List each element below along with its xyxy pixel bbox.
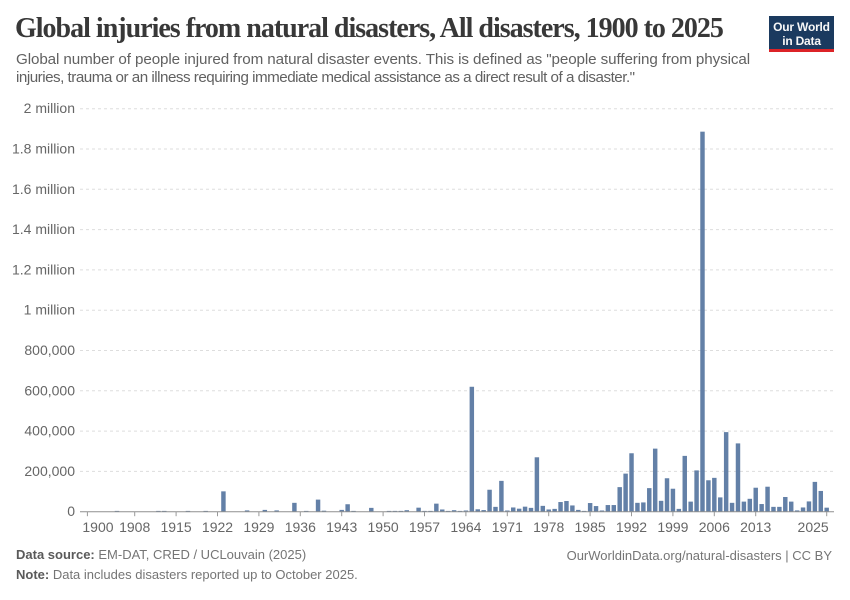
svg-text:1964: 1964	[450, 519, 481, 535]
svg-text:1.8 million: 1.8 million	[12, 141, 75, 157]
svg-text:1.2 million: 1.2 million	[12, 261, 75, 277]
svg-text:1950: 1950	[368, 519, 399, 535]
svg-text:2025: 2025	[798, 519, 829, 535]
svg-text:1 million: 1 million	[24, 302, 75, 318]
svg-text:1915: 1915	[161, 519, 192, 535]
svg-text:1929: 1929	[243, 519, 274, 535]
svg-text:1900: 1900	[82, 519, 113, 535]
svg-text:1.4 million: 1.4 million	[12, 221, 75, 237]
svg-text:200,000: 200,000	[24, 463, 75, 479]
svg-text:400,000: 400,000	[24, 423, 75, 439]
svg-text:1.6 million: 1.6 million	[12, 181, 75, 197]
svg-text:1922: 1922	[202, 519, 233, 535]
svg-text:2006: 2006	[699, 519, 730, 535]
svg-text:1957: 1957	[409, 519, 440, 535]
svg-text:1985: 1985	[575, 519, 606, 535]
svg-text:1908: 1908	[119, 519, 150, 535]
svg-text:1999: 1999	[657, 519, 688, 535]
svg-text:2 million: 2 million	[24, 100, 75, 116]
svg-text:1992: 1992	[616, 519, 647, 535]
svg-text:1978: 1978	[533, 519, 564, 535]
svg-text:600,000: 600,000	[24, 382, 75, 398]
svg-text:1936: 1936	[285, 519, 316, 535]
svg-text:2013: 2013	[740, 519, 771, 535]
svg-text:1971: 1971	[492, 519, 523, 535]
svg-text:1943: 1943	[326, 519, 357, 535]
svg-text:800,000: 800,000	[24, 342, 75, 358]
svg-text:0: 0	[67, 503, 75, 519]
